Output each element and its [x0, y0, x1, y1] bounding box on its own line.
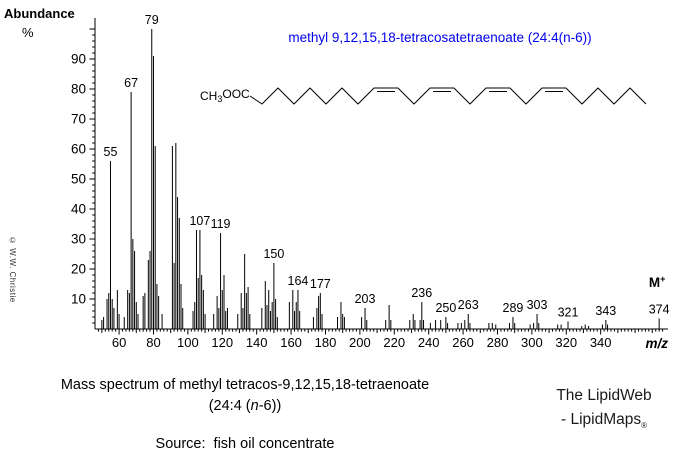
x-tick-label: 160 [280, 335, 302, 350]
y-tick-label: 10 [71, 292, 86, 307]
peak-label: 79 [145, 13, 159, 27]
y-tick-label: 50 [71, 172, 86, 187]
x-tick-label: 220 [383, 335, 405, 350]
caption-line1: Mass spectrum of methyl tetracos-9,12,15… [60, 377, 430, 393]
x-axis-unit-label: m/z [645, 336, 668, 351]
x-tick-label: 240 [418, 335, 440, 350]
y-tick-label: 30 [71, 232, 86, 247]
peak-label: 67 [124, 76, 138, 90]
x-tick-label: 120 [211, 335, 233, 350]
caption-line2: (24:4 (n-6)) [208, 398, 282, 414]
registered-mark: ® [641, 421, 648, 431]
molecular-ion-label: M+ [649, 274, 666, 290]
x-tick-label: 300 [521, 335, 543, 350]
brand: The LipidWeb - LipidMaps® [540, 384, 668, 438]
peak-label: 374 [649, 303, 670, 317]
y-tick-label: 90 [71, 52, 86, 67]
y-tick-label: 60 [71, 142, 86, 157]
x-tick-label: 320 [555, 335, 577, 350]
peak-label: 119 [211, 217, 231, 231]
x-tick-label: 100 [177, 335, 199, 350]
peak-label: 236 [411, 286, 432, 300]
y-tick-labels: 10 20 30 40 50 60 70 80 90 [71, 52, 86, 307]
x-tick-label: 60 [112, 335, 126, 350]
peak-label: 250 [435, 301, 456, 315]
figure-caption: Mass spectrum of methyl tetracos-9,12,15… [20, 375, 470, 417]
carbon-chain [249, 87, 647, 105]
x-tick-label: 200 [349, 335, 371, 350]
peak-label: 203 [355, 292, 376, 306]
brand-lipidmaps: - LipidMaps® [560, 411, 648, 431]
x-tick-label: 80 [146, 335, 160, 350]
y-tick-label: 80 [71, 82, 86, 97]
brand-lipidweb: The LipidWeb [556, 387, 652, 404]
peak-label: 343 [595, 304, 616, 318]
peak-label: 303 [527, 298, 548, 312]
y-tick-label: 20 [71, 262, 86, 277]
x-tick-label: 140 [246, 335, 268, 350]
y-tick-label: 40 [71, 202, 86, 217]
peak-label: 150 [263, 247, 284, 261]
x-tick-label: 260 [452, 335, 474, 350]
peak-label: 289 [503, 301, 524, 315]
peak-label: 55 [104, 145, 118, 159]
y-axis-unit: % [22, 25, 34, 40]
peak-label: 177 [310, 277, 331, 291]
ester-group-label: CH3OOC [200, 87, 250, 104]
x-tick-labels: 60 80 100 120 140 160 180 200 220 240 260 280 300 320… [112, 335, 612, 350]
chemical-structure: CH3OOC [200, 87, 647, 105]
watermark-copyright: © W.W. Christie [8, 236, 17, 303]
peak-bars [101, 29, 660, 329]
x-tick-label: 340 [590, 335, 612, 350]
compound-title: methyl 9,12,15,18-tetracosatetraenoate (… [288, 30, 592, 45]
peak-label: 263 [458, 298, 479, 312]
x-tick-label: 180 [315, 335, 337, 350]
y-axis-title: Abundance [4, 6, 75, 21]
mass-spectrum-chart: 10 20 30 40 50 60 70 80 90 60 80 100 120 140 160 180 200… [71, 13, 670, 351]
x-tick-label: 280 [487, 335, 509, 350]
axes [89, 18, 668, 335]
source-caption: Source: fish oil concentrate [155, 436, 335, 452]
peak-label: 107 [189, 214, 210, 228]
peak-label: 164 [288, 274, 309, 288]
peak-label: 321 [558, 306, 579, 320]
y-tick-label: 70 [71, 112, 86, 127]
